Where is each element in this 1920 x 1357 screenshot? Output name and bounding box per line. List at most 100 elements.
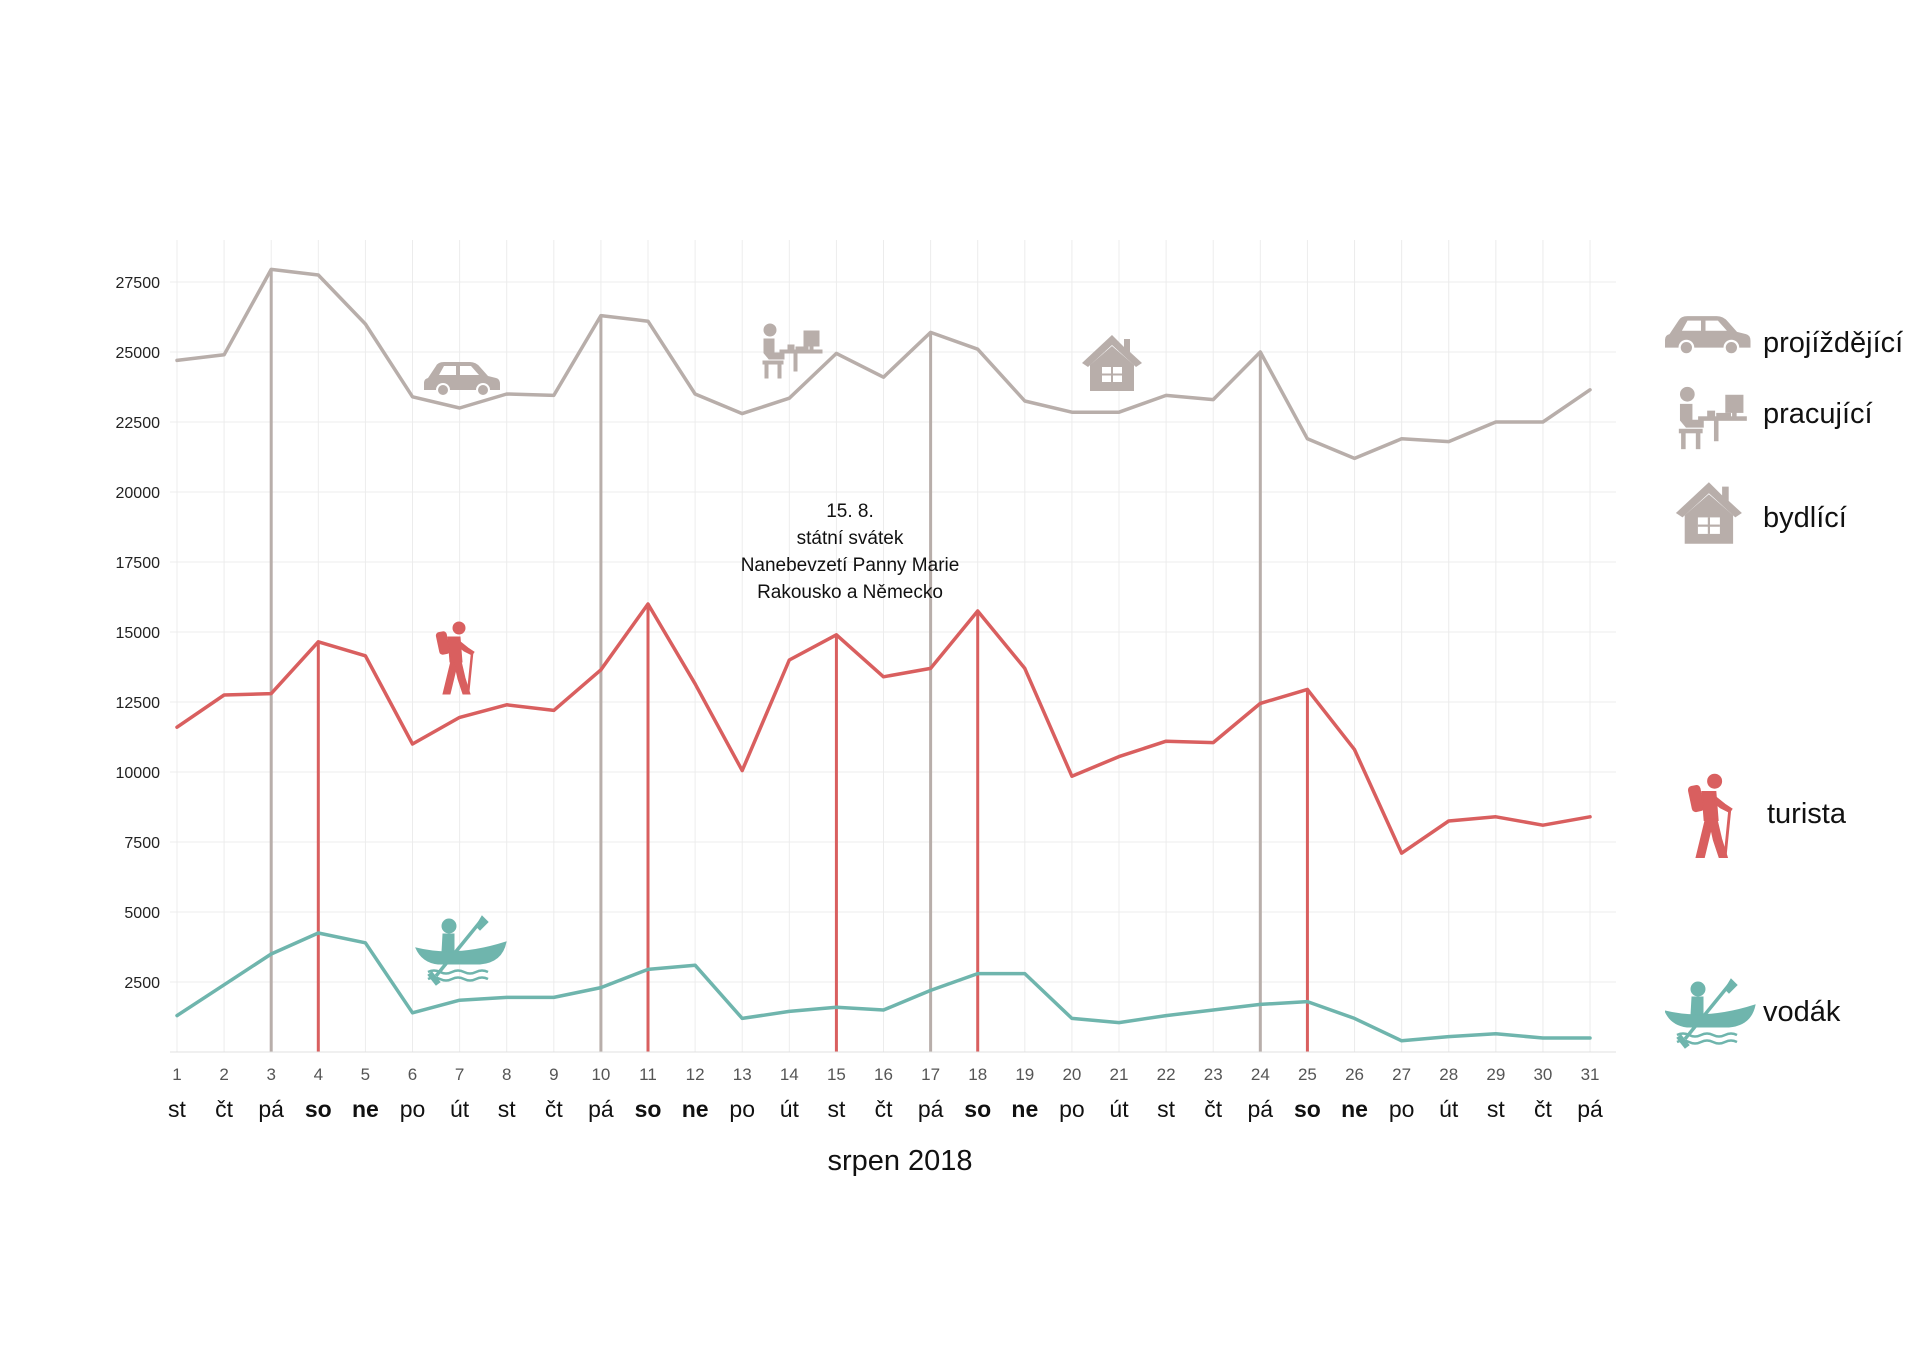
worker-icon bbox=[762, 323, 823, 379]
weekday-label: po bbox=[1059, 1096, 1085, 1122]
worker-icon bbox=[1678, 386, 1747, 450]
y-tick-label: 7500 bbox=[124, 835, 160, 852]
y-tick-labels: 2500 5000 7500 10000 12500 15000 17500 20000 225… bbox=[116, 275, 161, 992]
x-tick-label: 15 bbox=[827, 1065, 846, 1084]
y-tick-label: 17500 bbox=[116, 555, 161, 572]
x-tick-label: 22 bbox=[1157, 1065, 1176, 1084]
weekday-label: st bbox=[498, 1096, 517, 1122]
series-line-red bbox=[175, 602, 1592, 855]
kayak-icon bbox=[414, 914, 508, 987]
x-tick-label: 28 bbox=[1439, 1065, 1458, 1084]
weekday-label: po bbox=[400, 1096, 426, 1122]
legend-item-turista: turista bbox=[1665, 772, 1920, 872]
weekday-label: ne bbox=[1011, 1096, 1038, 1122]
weekday-label: út bbox=[450, 1096, 470, 1122]
annotation-line-2: státní svátek bbox=[796, 528, 904, 549]
x-tick-label: 14 bbox=[780, 1065, 799, 1084]
x-tick-label: 8 bbox=[502, 1065, 511, 1084]
weekday-label: čt bbox=[545, 1096, 564, 1122]
holiday-annotation: 15. 8. státní svátek Nanebevzetí Panny M… bbox=[700, 498, 1000, 606]
legend-label: pracující bbox=[1763, 398, 1873, 430]
weekday-label: pá bbox=[588, 1096, 614, 1122]
weekday-label: st bbox=[1157, 1096, 1176, 1122]
car-icon bbox=[424, 362, 500, 397]
x-tick-label: 6 bbox=[408, 1065, 417, 1084]
x-tick-label: 4 bbox=[314, 1065, 323, 1084]
weekday-label: so bbox=[964, 1096, 991, 1122]
legend-label: turista bbox=[1767, 798, 1846, 830]
weekday-label: ne bbox=[682, 1096, 709, 1122]
legend-item-pracujici: pracující bbox=[1665, 384, 1920, 474]
y-tick-label: 10000 bbox=[116, 765, 161, 782]
weekday-label: čt bbox=[1534, 1096, 1553, 1122]
car-icon bbox=[1665, 316, 1751, 356]
y-tick-label: 12500 bbox=[116, 695, 161, 712]
x-tick-label: 27 bbox=[1392, 1065, 1411, 1084]
x-tick-label: 7 bbox=[455, 1065, 464, 1084]
weekday-label: út bbox=[780, 1096, 800, 1122]
x-tick-label: 26 bbox=[1345, 1065, 1364, 1084]
weekday-label: st bbox=[168, 1096, 187, 1122]
x-tick-label: 31 bbox=[1581, 1065, 1600, 1084]
x-tick-label: 9 bbox=[549, 1065, 558, 1084]
legend-item-projizdejici: projíždějící bbox=[1665, 305, 1920, 395]
weekday-label: po bbox=[729, 1096, 755, 1122]
y-tick-label: 15000 bbox=[116, 625, 161, 642]
x-tick-labels: 1 2 3 4 5 6 7 8 9 10 11 12 13 14 15 16 17 18 19 20 21 22 23 24 2… bbox=[172, 1065, 1599, 1084]
hiker-icon bbox=[1686, 772, 1734, 859]
x-tick-label: 1 bbox=[172, 1065, 181, 1084]
house-icon bbox=[1675, 482, 1742, 544]
legend-label: projíždějící bbox=[1763, 327, 1904, 359]
x-tick-label: 25 bbox=[1298, 1065, 1317, 1084]
weekday-label: čt bbox=[215, 1096, 234, 1122]
x-tick-label: 29 bbox=[1486, 1065, 1505, 1084]
x-tick-label: 21 bbox=[1110, 1065, 1129, 1084]
y-tick-label: 20000 bbox=[116, 485, 161, 502]
weekday-label: pá bbox=[1577, 1096, 1603, 1122]
kayak-icon bbox=[1665, 977, 1757, 1050]
series-line-gray bbox=[175, 267, 1592, 461]
hiker-icon bbox=[434, 620, 476, 696]
x-axis-title: srpen 2018 bbox=[827, 1145, 973, 1177]
x-tick-label: 16 bbox=[874, 1065, 893, 1084]
house-icon bbox=[1082, 335, 1142, 391]
legend-label: vodák bbox=[1763, 996, 1841, 1028]
x-tick-label: 17 bbox=[921, 1065, 940, 1084]
weekday-label: so bbox=[635, 1096, 662, 1122]
weekday-label: út bbox=[1109, 1096, 1129, 1122]
x-tick-label: 3 bbox=[266, 1065, 275, 1084]
x-tick-label: 12 bbox=[686, 1065, 705, 1084]
weekday-label: st bbox=[827, 1096, 846, 1122]
x-tick-label: 5 bbox=[361, 1065, 370, 1084]
weekday-label: ne bbox=[352, 1096, 379, 1122]
x-tick-label: 24 bbox=[1251, 1065, 1270, 1084]
x-tick-label: 11 bbox=[639, 1065, 657, 1084]
weekday-label: so bbox=[305, 1096, 332, 1122]
y-tick-label: 25000 bbox=[116, 345, 161, 362]
x-tick-label: 18 bbox=[968, 1065, 987, 1084]
x-tick-label: 2 bbox=[219, 1065, 228, 1084]
x-tick-label: 23 bbox=[1204, 1065, 1223, 1084]
weekday-label: po bbox=[1389, 1096, 1415, 1122]
x-tick-label: 30 bbox=[1533, 1065, 1552, 1084]
weekday-label: pá bbox=[258, 1096, 284, 1122]
legend-item-bydlici: bydlící bbox=[1665, 480, 1920, 570]
y-tick-label: 2500 bbox=[124, 975, 160, 992]
weekday-label: ne bbox=[1341, 1096, 1368, 1122]
x-tick-label: 10 bbox=[591, 1065, 610, 1084]
weekday-label: st bbox=[1487, 1096, 1506, 1122]
weekday-label: pá bbox=[918, 1096, 944, 1122]
weekday-label: čt bbox=[1204, 1096, 1223, 1122]
y-tick-label: 27500 bbox=[116, 275, 161, 292]
weekday-label: so bbox=[1294, 1096, 1321, 1122]
annotation-line-3: Nanebevzetí Panny Marie bbox=[740, 555, 960, 576]
series-lines bbox=[175, 267, 1592, 1043]
y-tick-label: 5000 bbox=[124, 905, 160, 922]
legend-label: bydlící bbox=[1763, 502, 1847, 534]
weekday-label: pá bbox=[1248, 1096, 1274, 1122]
weekday-label: čt bbox=[875, 1096, 894, 1122]
weekday-labels: st čt pá so ne po út st čt pá so ne po út st čt pá so ne po… bbox=[168, 1096, 1603, 1122]
x-tick-label: 13 bbox=[733, 1065, 752, 1084]
annotation-line-1: 15. 8. bbox=[826, 501, 874, 522]
